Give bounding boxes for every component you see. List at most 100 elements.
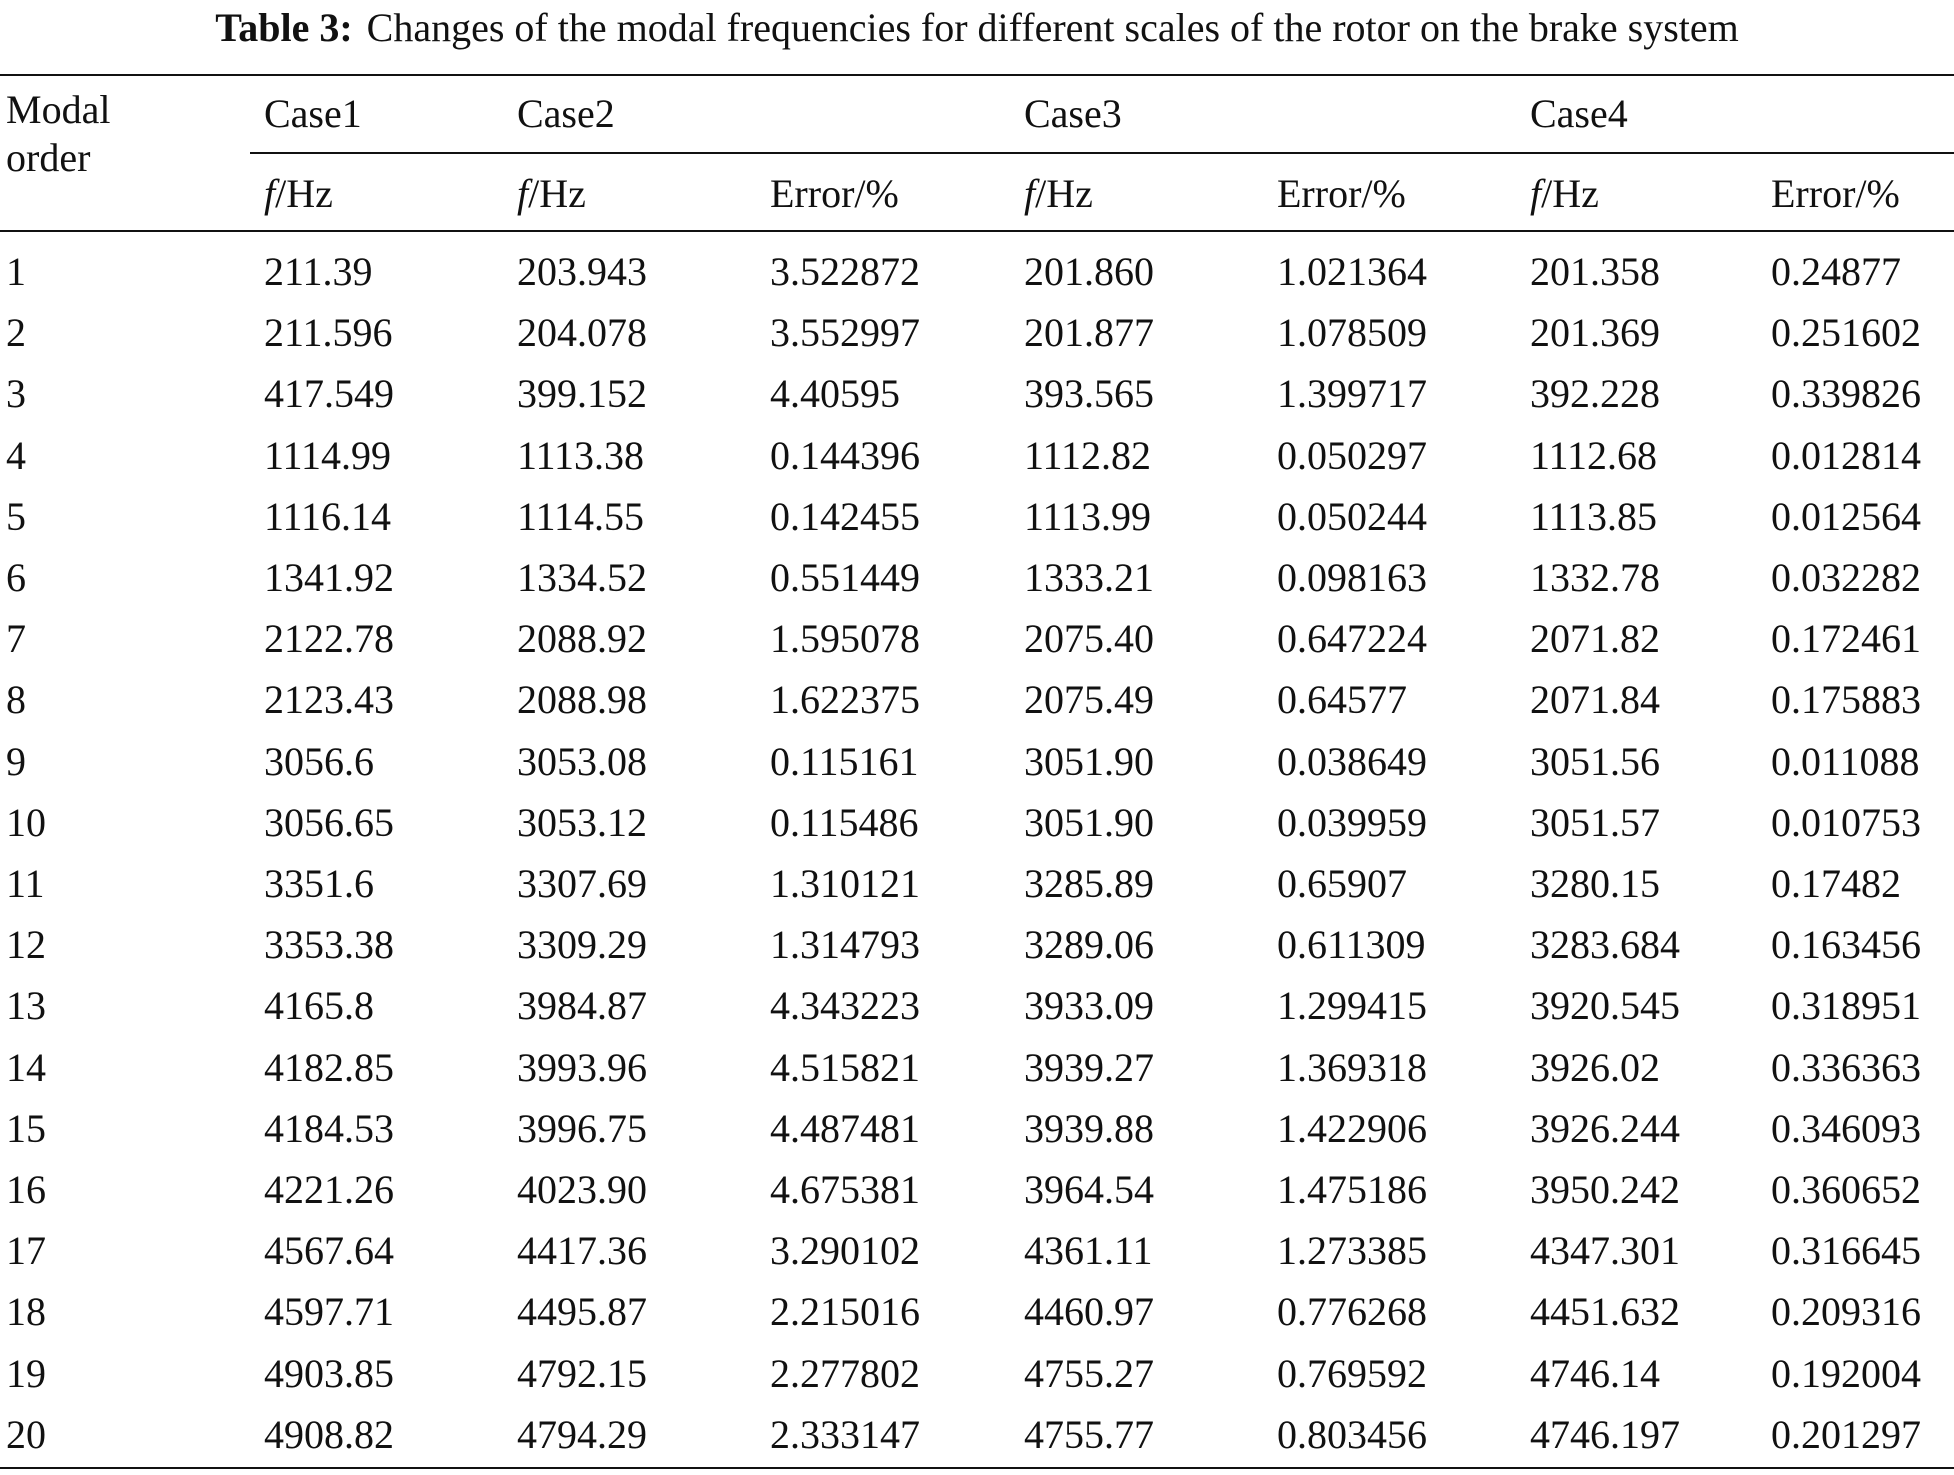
cell: 0.611309 [1277,922,1426,968]
cell: 0.010753 [1771,799,1921,845]
cell: 1.299415 [1277,983,1427,1029]
cell: 0.192004 [1771,1350,1921,1396]
row-label: 2 [6,310,26,356]
cell: 2075.49 [1024,677,1154,723]
cell: 1113.38 [517,432,645,478]
cell: 0.012564 [1771,493,1921,539]
cell: 0.142455 [770,493,920,539]
cell: 1.078509 [1277,310,1427,356]
row-label: 7 [6,616,26,662]
cell: 0.803456 [1277,1411,1427,1457]
cell: 3056.65 [264,799,394,845]
cell: 4.675381 [770,1167,920,1212]
cell: 1113.85 [1530,493,1658,539]
cell: 1334.52 [517,555,647,600]
cell: 0.647224 [1277,616,1427,662]
cell: 0.339826 [1771,371,1921,417]
row-label: 20 [6,1411,46,1457]
row-label: 12 [6,922,46,968]
cell: 3285.89 [1024,861,1154,906]
cell: 3926.244 [1530,1105,1680,1151]
row-label: 17 [6,1228,46,1274]
row-header: Modal order [6,87,111,180]
cell: 0.346093 [1771,1105,1921,1151]
cell: 2123.43 [264,677,394,723]
cell: 0.011088 [1771,738,1920,784]
symbol: f [1024,171,1036,216]
cell: 1.622375 [770,677,920,723]
cell: 2122.78 [264,616,394,662]
cell: 3051.90 [1024,799,1154,845]
cell: 4.343223 [770,983,920,1029]
cell: 2088.92 [517,616,647,662]
cell: 0.64577 [1277,677,1407,723]
cell: 211.596 [264,310,393,356]
cell: 4597.71 [264,1289,394,1335]
cell: 0.115486 [770,799,919,845]
cell: 1116.14 [264,493,392,539]
cell: 0.316645 [1771,1228,1921,1274]
row-label: 9 [6,738,26,784]
sub-header: Error/% [770,171,899,216]
cell: 417.549 [264,371,394,417]
cell: 3051.90 [1024,738,1154,784]
row-label: 11 [6,861,45,906]
cell: 4361.11 [1024,1228,1153,1274]
cell: 1341.92 [264,555,394,600]
cell: 3.552997 [770,310,920,356]
cell: 4794.29 [517,1411,647,1457]
cell: 4755.27 [1024,1350,1154,1396]
cell: 4908.82 [264,1411,394,1457]
cell: 2.277802 [770,1350,920,1396]
cell: 1.399717 [1277,371,1427,417]
cell: 0.209316 [1771,1289,1921,1335]
cell: 4746.14 [1530,1350,1660,1396]
caption-text: Changes of the modal frequencies for dif… [366,5,1739,50]
cell: 4567.64 [264,1228,394,1274]
cell: 2088.98 [517,677,647,723]
row-label: 8 [6,677,26,723]
sub-header: Error/% [1277,171,1406,216]
cell: 203.943 [517,249,647,294]
group-header: Case1 [264,91,362,136]
cell: 4.40595 [770,371,900,417]
cell: 4.515821 [770,1044,920,1090]
cell: 3920.545 [1530,983,1680,1029]
cell: 201.358 [1530,249,1660,294]
cell: 1.369318 [1277,1044,1427,1090]
cell: 4755.77 [1024,1411,1154,1457]
row-label: 14 [6,1044,46,1090]
cell: 3053.08 [517,738,647,784]
cell: 3993.96 [517,1044,647,1090]
sub-header: f/Hz [264,174,333,214]
cell: 4792.15 [517,1350,647,1396]
cell: 392.228 [1530,371,1660,417]
cell: 4903.85 [264,1350,394,1396]
cell: 0.201297 [1771,1411,1921,1457]
cell: 4451.632 [1530,1289,1680,1335]
cell: 3051.56 [1530,738,1660,784]
cell: 3933.09 [1024,983,1154,1029]
cell: 0.776268 [1277,1289,1427,1335]
cell: 2.215016 [770,1289,920,1335]
cell: 0.360652 [1771,1167,1921,1212]
group-header: Case2 [517,91,615,136]
row-label: 3 [6,371,26,417]
row-label: 15 [6,1105,46,1151]
cell: 3926.02 [1530,1044,1660,1090]
cell: 1.021364 [1277,249,1427,294]
cell: 1.475186 [1277,1167,1427,1212]
cell: 4.487481 [770,1105,920,1151]
cell: 3.522872 [770,249,920,294]
cell: 0.251602 [1771,310,1921,356]
cell: 1332.78 [1530,555,1660,600]
symbol: f [264,171,276,216]
cell: 0.098163 [1277,555,1427,600]
cell: 201.860 [1024,249,1154,294]
row-label: 6 [6,555,26,600]
row-label: 19 [6,1350,46,1396]
cell: 3950.242 [1530,1167,1680,1212]
cell: 1.595078 [770,616,920,662]
cell: 0.115161 [770,738,919,784]
cell: 1112.68 [1530,432,1658,478]
